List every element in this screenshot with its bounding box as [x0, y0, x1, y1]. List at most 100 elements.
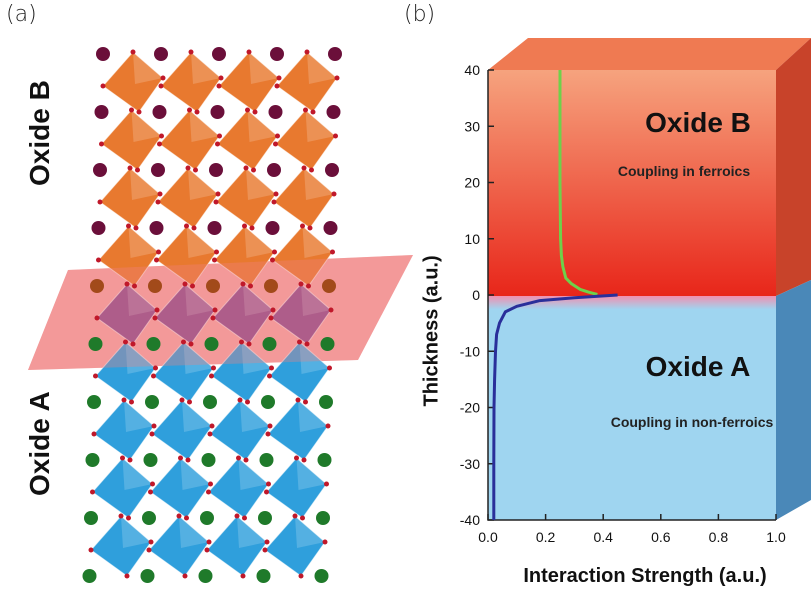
region-b-caption: Coupling in ferroics	[618, 163, 750, 179]
cation-sphere	[201, 453, 216, 467]
x-tick-label: 0.2	[536, 529, 556, 545]
octahedron-face	[179, 516, 209, 548]
oxygen-atom	[129, 399, 134, 405]
oxygen-atom	[264, 489, 269, 495]
oxygen-atom	[158, 83, 164, 89]
octahedron-face	[296, 458, 327, 490]
oxygen-atom	[90, 489, 95, 495]
region-a-caption: Coupling in non-ferroics	[611, 414, 774, 430]
octahedron	[265, 457, 328, 519]
octahedron	[273, 167, 335, 229]
cation-sphere	[316, 511, 330, 525]
oxygen-atom	[273, 191, 279, 197]
oxygen-atom	[210, 315, 216, 321]
oxygen-atom	[94, 315, 100, 321]
oxygen-atom	[190, 283, 195, 289]
oxygen-atom	[216, 83, 222, 89]
oxygen-atom	[265, 431, 271, 437]
oxygen-atom	[215, 191, 221, 197]
oxygen-atom	[218, 75, 224, 81]
region-b-name: Oxide B	[645, 107, 751, 138]
green-curve	[558, 70, 598, 296]
oxygen-atom	[182, 573, 188, 579]
octahedron-face	[191, 52, 221, 84]
cation-sphere	[152, 105, 167, 119]
octahedron-face	[302, 226, 333, 258]
octahedron	[207, 457, 270, 519]
oxygen-atom	[234, 513, 240, 519]
octahedron-face	[185, 284, 215, 316]
oxygen-atom	[275, 133, 280, 139]
y-tick-label: -30	[460, 456, 480, 472]
octahedron	[218, 51, 280, 113]
oxygen-atom	[324, 481, 329, 487]
octahedron-face	[301, 284, 331, 316]
y-tick-label: -20	[460, 400, 480, 416]
octahedron-face	[186, 226, 217, 258]
cation-sphere	[261, 395, 275, 409]
oxygen-atom	[298, 281, 304, 287]
octahedron-face	[295, 516, 325, 548]
cation-sphere	[151, 163, 165, 177]
oxygen-atom	[121, 397, 127, 403]
oxygen-atom	[307, 225, 313, 231]
oxygen-atom	[301, 457, 307, 463]
cation-sphere	[256, 569, 271, 583]
oxygen-atom	[245, 107, 250, 113]
x-tick-label: 0.0	[478, 529, 498, 545]
cation-sphere	[149, 221, 164, 235]
oxygen-atom	[187, 107, 192, 113]
cation-sphere	[88, 337, 103, 351]
cation-sphere	[148, 279, 162, 293]
oxygen-atom	[271, 199, 277, 205]
oxygen-atom	[208, 481, 213, 487]
cation-sphere	[142, 511, 156, 525]
oxygen-atom	[264, 539, 270, 545]
oxygen-atom	[294, 455, 299, 461]
oxygen-atom	[236, 455, 241, 461]
oxygen-atom	[268, 315, 274, 321]
octahedron-face	[122, 458, 153, 490]
oxygen-atom	[300, 223, 305, 229]
octahedron-face	[246, 168, 276, 200]
octahedron	[215, 167, 277, 229]
oxygen-atom	[206, 489, 211, 495]
octahedron	[276, 51, 338, 113]
octahedron-face	[304, 168, 334, 200]
oxygen-atom	[245, 399, 250, 405]
y-tick-label: 40	[464, 62, 480, 78]
cation-sphere	[320, 337, 335, 351]
oxygen-atom	[179, 397, 185, 403]
oxygen-atom	[309, 167, 314, 173]
oxygen-atom	[188, 49, 194, 55]
oxygen-atom	[132, 283, 137, 289]
oxygen-atom	[176, 513, 182, 519]
oxygen-atom	[240, 281, 246, 287]
cation-sphere	[212, 47, 226, 61]
cation-sphere	[262, 337, 277, 351]
panel-a-label: (a)	[6, 2, 37, 27]
oxygen-atom	[149, 431, 155, 437]
oxygen-atom	[276, 75, 282, 81]
octahedron	[206, 515, 268, 577]
octahedron	[209, 399, 271, 461]
oxygen-atom	[126, 515, 131, 521]
panel-b-label: (b)	[404, 2, 436, 27]
oxygen-atom	[327, 365, 332, 371]
octahedron-face	[182, 400, 212, 432]
octahedron-face	[243, 284, 273, 316]
oxygen-atom	[209, 373, 214, 379]
octahedron-face	[130, 168, 160, 200]
oxygen-atom	[100, 83, 106, 89]
y-tick-label: 30	[464, 118, 480, 134]
oxygen-atom	[251, 167, 256, 173]
oxygen-atom	[136, 109, 142, 115]
cation-sphere	[319, 395, 333, 409]
cation-sphere	[143, 453, 158, 467]
cation-sphere	[140, 569, 155, 583]
cation-sphere	[146, 337, 161, 351]
oxygen-atom	[304, 49, 310, 55]
octahedron-face	[127, 284, 157, 316]
oxygen-atom	[88, 547, 94, 553]
oxygen-atom	[206, 539, 212, 545]
